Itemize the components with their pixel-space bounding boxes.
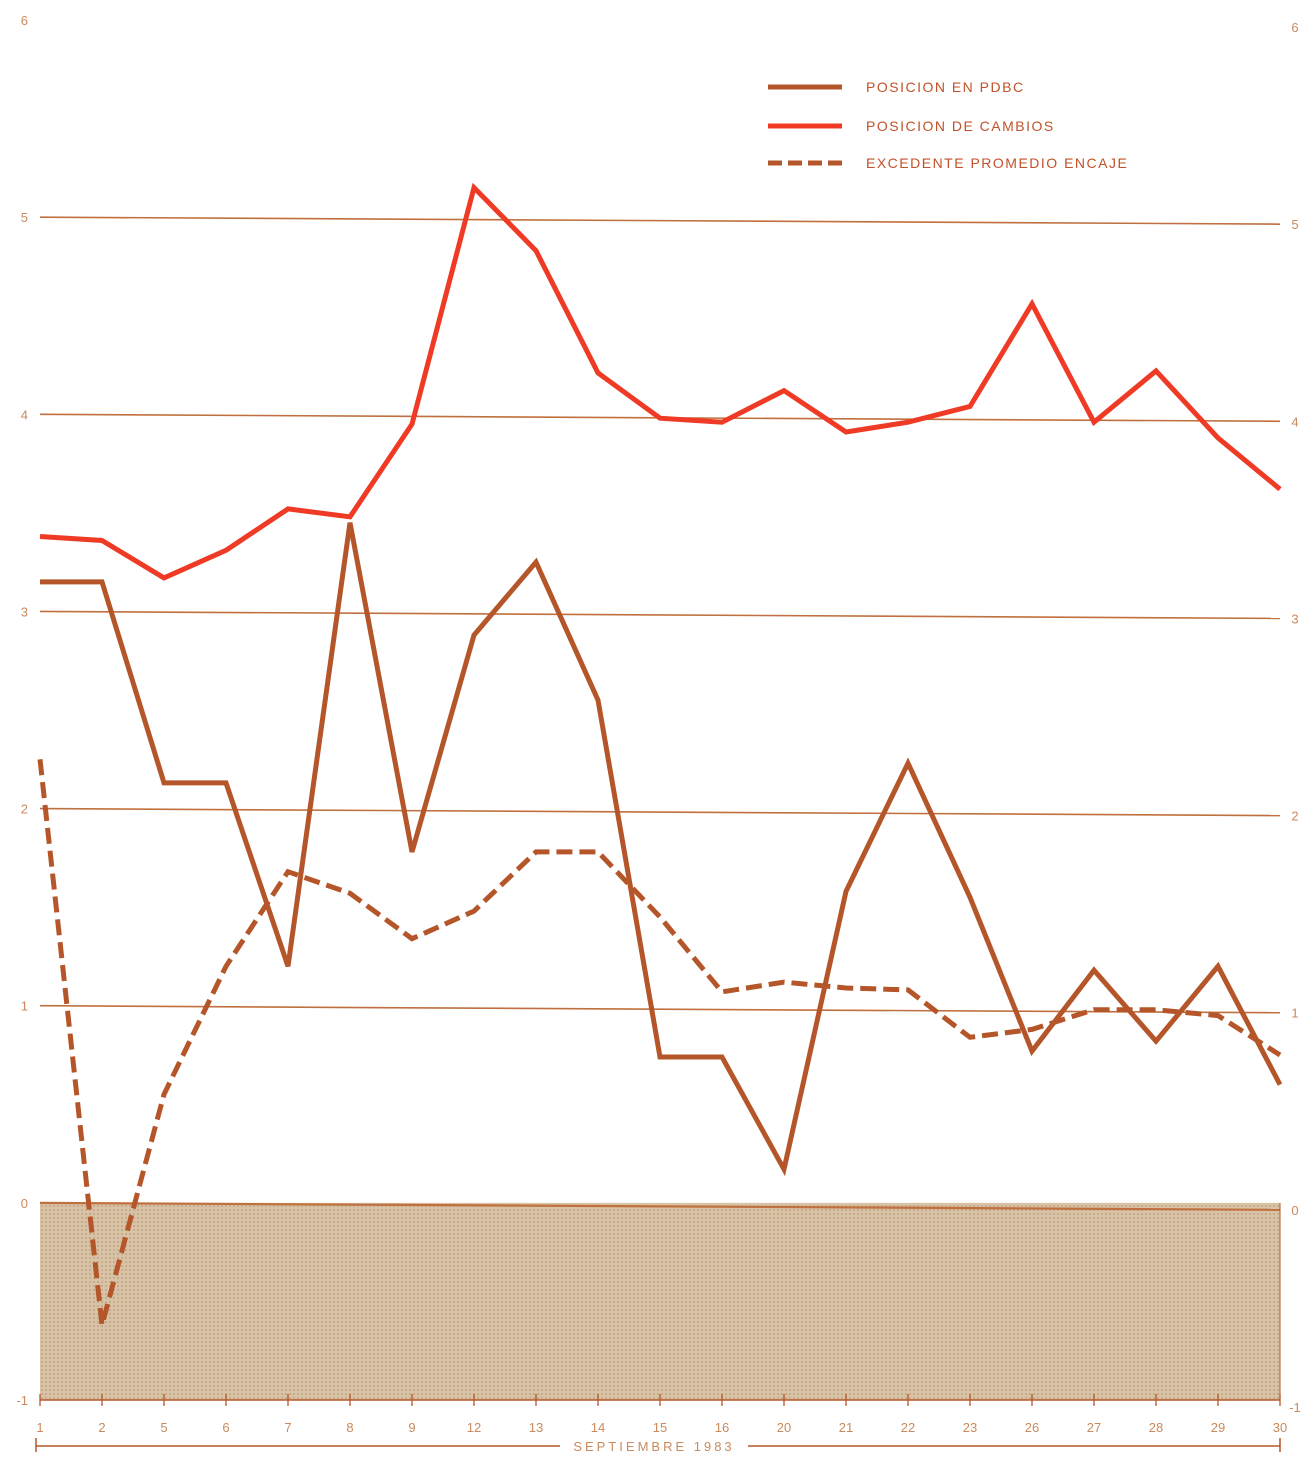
legend: POSICION EN PDBC POSICION DE CAMBIOS EXC… bbox=[768, 79, 1128, 171]
y-tick-label-right: -1 bbox=[1289, 1400, 1301, 1415]
gridline bbox=[39, 1201, 1281, 1211]
legend-label-pdbc: POSICION EN PDBC bbox=[866, 79, 1025, 95]
x-tick-label: 8 bbox=[346, 1420, 353, 1435]
legend-label-encaje: EXCEDENTE PROMEDIO ENCAJE bbox=[866, 155, 1128, 171]
y-tick-label-left: 5 bbox=[21, 210, 28, 225]
x-tick-label: 26 bbox=[1025, 1420, 1039, 1435]
x-tick-label: 23 bbox=[963, 1420, 977, 1435]
gridline bbox=[39, 1004, 1281, 1014]
x-tick-label: 5 bbox=[160, 1420, 167, 1435]
x-tick-label: 22 bbox=[901, 1420, 915, 1435]
y-tick-label-left: 1 bbox=[21, 999, 28, 1014]
x-tick-label: 20 bbox=[777, 1420, 791, 1435]
y-tick-label-left: 3 bbox=[21, 604, 28, 619]
y-tick-label-left: 6 bbox=[21, 13, 28, 28]
y-tick-label-right: 6 bbox=[1291, 20, 1298, 35]
x-axis-label: SEPTIEMBRE 1983 bbox=[573, 1439, 734, 1454]
y-tick-label-right: 0 bbox=[1291, 1203, 1298, 1218]
gridline bbox=[39, 807, 1281, 817]
gridline bbox=[39, 216, 1281, 225]
y-tick-label-right: 1 bbox=[1291, 1006, 1298, 1021]
y-tick-label-right: 5 bbox=[1291, 217, 1298, 232]
y-tick-label-right: 3 bbox=[1291, 611, 1298, 626]
x-tick-label: 16 bbox=[715, 1420, 729, 1435]
x-tick-label: 29 bbox=[1211, 1420, 1225, 1435]
x-tick-label: 13 bbox=[529, 1420, 543, 1435]
x-tick-label: 21 bbox=[839, 1420, 853, 1435]
x-tick-label: 27 bbox=[1087, 1420, 1101, 1435]
series-layer bbox=[37, 182, 1283, 1326]
x-tick-label: 15 bbox=[653, 1420, 667, 1435]
x-tick-label: 1 bbox=[36, 1420, 43, 1435]
x-tick-label: 9 bbox=[408, 1420, 415, 1435]
y-tick-label-left: -1 bbox=[16, 1393, 28, 1408]
y-tick-label-left: 0 bbox=[21, 1196, 28, 1211]
series-line-2 bbox=[37, 759, 1282, 1326]
x-axis-title: SEPTIEMBRE 1983 bbox=[35, 1438, 1281, 1454]
gridlines bbox=[39, 216, 1281, 1211]
x-tick-label: 12 bbox=[467, 1420, 481, 1435]
axes: -1 -10 01 12 23 34 45 56 61 2 5 6 7 8 9 12 13 14 15 16 20 21 2… bbox=[16, 13, 1300, 1435]
x-tick-label: 6 bbox=[222, 1420, 229, 1435]
x-tick-label: 30 bbox=[1273, 1420, 1287, 1435]
negative-region bbox=[40, 1202, 1280, 1400]
gridline bbox=[39, 610, 1281, 620]
x-tick-label: 2 bbox=[98, 1420, 105, 1435]
x-tick-label: 28 bbox=[1149, 1420, 1163, 1435]
legend-label-cambios: POSICION DE CAMBIOS bbox=[866, 118, 1055, 134]
y-tick-label-left: 2 bbox=[21, 802, 28, 817]
y-tick-label-right: 4 bbox=[1291, 414, 1298, 429]
series-line-0 bbox=[40, 522, 1283, 1177]
x-tick-label: 14 bbox=[591, 1420, 605, 1435]
x-tick-label: 7 bbox=[284, 1420, 291, 1435]
series-line-1 bbox=[39, 182, 1282, 581]
y-tick-label-right: 2 bbox=[1291, 809, 1298, 824]
y-tick-label-left: 4 bbox=[21, 407, 28, 422]
